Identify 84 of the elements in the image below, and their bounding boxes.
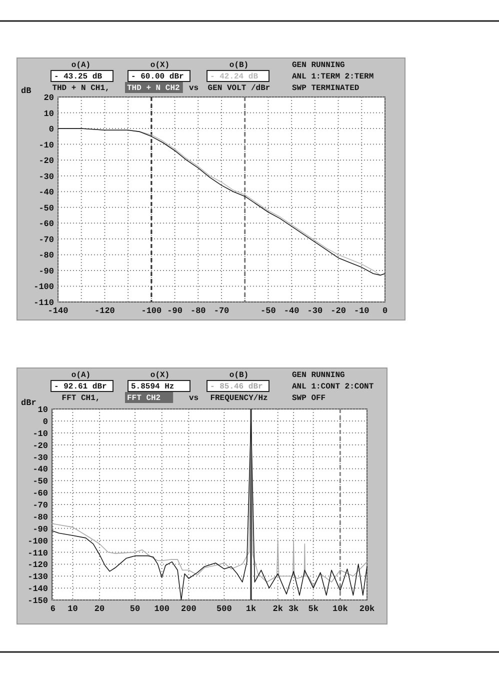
y-tick-label: -140 [28,584,48,594]
text: SWP TERMINATED [292,84,360,93]
x-tick-label: 2k [272,604,283,614]
text: - 60.00 dBr [131,72,184,82]
x-tick-label: 3k [288,604,299,614]
y-axis-title: dB [21,86,32,96]
text: - 42.24 dB [210,72,258,82]
y-tick-label: 10 [44,108,54,119]
x-tick-label: -40 [284,306,300,316]
text: vs [189,84,199,93]
y-tick-label: -80 [38,250,54,261]
x-tick-label: 200 [181,604,196,614]
text: o(A) [71,371,91,380]
x-tick-label: 20 [94,604,105,614]
y-tick-label: 10 [38,405,48,415]
y-tick-label: -60 [38,219,54,230]
x-tick-label: -70 [214,306,230,316]
y-tick-label: -130 [28,572,48,582]
x-tick-label: 500 [216,604,232,614]
text: SWP OFF [292,394,326,403]
text: 5.8594 Hz [131,382,174,392]
text: FFT CH2 [127,394,161,403]
y-tick-label: -50 [32,476,48,487]
y-tick-label: -90 [38,266,54,276]
y-tick-label: -70 [32,500,48,510]
x-tick-label: -20 [330,306,346,316]
text: THD + N CH2 [127,84,180,93]
y-tick-label: -30 [38,172,54,182]
text: - 43.25 dB [54,72,102,82]
x-tick-label: 0 [382,306,388,316]
x-tick-label: 10k [332,604,348,614]
text: - 85.46 dBr [210,382,264,392]
text: ANL 1:CONT 2:CONT [292,382,374,392]
text: FFT CH1, [62,394,100,403]
y-tick-label: -50 [38,203,54,214]
x-tick-label: 5k [308,604,318,614]
y-tick-label: -30 [32,452,48,463]
x-tick-label: 6 [50,604,56,614]
y-tick-label: -110 [28,548,48,558]
x-tick-label: 10 [68,604,78,614]
y-tick-label: -60 [32,488,48,499]
y-tick-label: -110 [34,298,54,308]
text: o(B) [229,61,249,70]
x-tick-label: -10 [354,306,370,316]
y-tick-label: -100 [28,536,48,546]
text: FREQUENCY/Hz [210,394,268,403]
y-tick-label: -20 [38,156,54,166]
x-tick-label: -50 [260,306,276,316]
text: o(A) [71,61,91,70]
text: o(B) [229,371,249,380]
x-tick-label: 50 [130,604,140,614]
y-tick-label: -150 [28,596,48,606]
y-tick-label: -120 [28,560,48,570]
y-tick-label: -40 [32,464,48,475]
text: ANL 1:TERM 2:TERM [292,72,374,82]
text: o(X) [150,371,170,380]
x-tick-label: 1k [246,604,256,614]
y-tick-label: 20 [44,93,54,103]
y-tick-label: -80 [32,512,48,522]
y-tick-label: 0 [42,416,48,427]
text: vs [189,394,199,403]
x-tick-label: -80 [190,306,206,316]
y-axis-title: dBr [21,398,36,408]
y-tick-label: -70 [38,234,54,245]
x-tick-label: -90 [167,306,182,316]
x-tick-label: -30 [307,306,323,316]
text: THD + N CH1, [52,84,110,93]
x-tick-label: -120 [94,306,115,316]
text: GEN RUNNING [292,61,346,70]
line-series [58,128,386,276]
y-tick-label: -40 [38,188,54,198]
text: o(X) [150,61,170,70]
y-tick-label: 0 [48,124,54,135]
y-tick-label: -20 [32,440,48,451]
y-tick-label: -100 [34,282,54,292]
x-tick-label: -100 [141,306,162,316]
y-tick-label: -10 [32,428,48,439]
text: - 92.61 dBr [54,382,108,392]
x-tick-label: 100 [154,604,170,614]
text: GEN VOLT /dBr [208,84,270,93]
text: GEN RUNNING [292,371,346,380]
y-tick-label: -90 [32,524,48,534]
x-tick-label: 20k [359,604,375,614]
y-tick-label: -10 [38,140,54,150]
